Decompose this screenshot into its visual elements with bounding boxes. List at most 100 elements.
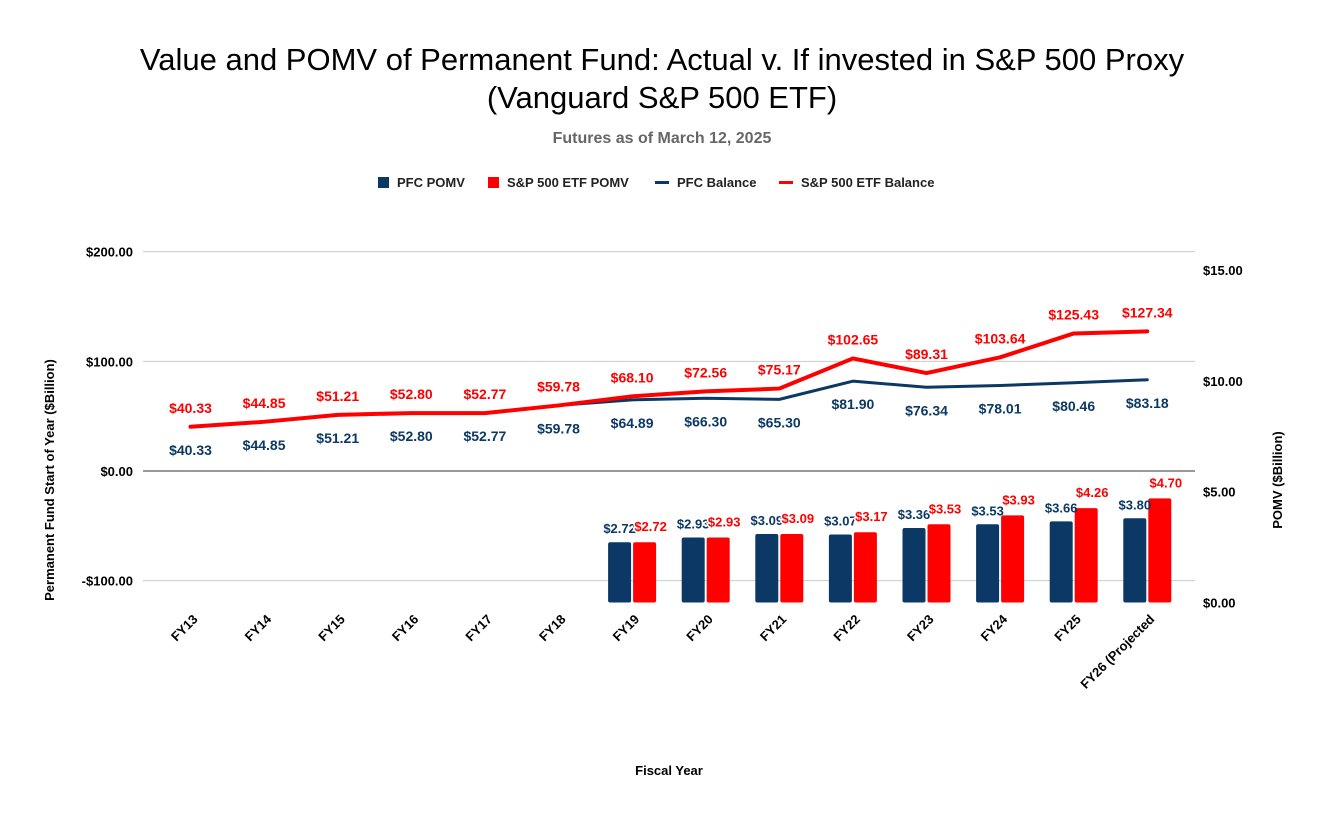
chart-title-line2: (Vanguard S&P 500 ETF) (487, 80, 837, 115)
bar-pfc-pomv (902, 528, 926, 603)
legend-label-sp500-pomv: S&P 500 ETF POMV (507, 175, 629, 190)
line-label-pfc-balance: $65.30 (758, 414, 801, 430)
legend-label-pfc-balance: PFC Balance (677, 175, 756, 190)
left-tick-label: $100.00 (86, 354, 133, 369)
bar-label-pfc-pomv: $3.09 (751, 513, 784, 528)
left-tick-label: -$100.00 (82, 574, 133, 589)
line-label-sp500-balance: $40.33 (169, 400, 212, 416)
line-label-sp500-balance: $72.56 (684, 364, 727, 380)
bar-label-pfc-pomv: $3.80 (1119, 497, 1152, 512)
line-label-sp500-balance: $125.43 (1048, 306, 1099, 322)
line-label-pfc-balance: $80.46 (1052, 398, 1095, 414)
legend: PFC POMV S&P 500 ETF POMV PFC Balance S&… (378, 175, 934, 190)
right-tick-label: $10.00 (1203, 374, 1243, 389)
line-label-pfc-balance: $51.21 (316, 430, 359, 446)
bar-pfc-pomv (608, 542, 632, 603)
line-label-pfc-balance: $44.85 (243, 437, 286, 453)
line-label-pfc-balance: $76.34 (905, 402, 948, 418)
right-axis: $0.00 $5.00 $10.00 $15.00 (1203, 263, 1243, 611)
x-tick-label: FY14 (242, 611, 275, 644)
bar-sp500-pomv (1001, 515, 1025, 603)
bar-sp500-pomv (1148, 498, 1172, 603)
bar-pfc-pomv (1123, 518, 1147, 603)
x-tick-label: FY21 (757, 612, 790, 645)
line-label-sp500-balance: $52.77 (463, 386, 506, 402)
bar-label-pfc-pomv: $3.36 (898, 507, 931, 522)
right-tick-label: $15.00 (1203, 263, 1243, 278)
bar-label-pfc-pomv: $3.07 (824, 513, 857, 528)
bar-label-sp500-pomv: $2.93 (708, 515, 741, 530)
line-label-sp500-balance: $51.21 (316, 388, 359, 404)
x-tick-label: FY23 (904, 612, 937, 645)
bar-label-sp500-pomv-halo: $2.93 (708, 515, 741, 530)
line-label-pfc-balance: $59.78 (537, 420, 580, 436)
bar-sp500-pomv (927, 524, 951, 603)
x-tick-label: FY16 (389, 612, 422, 645)
right-tick-label: $0.00 (1203, 596, 1236, 611)
line-label-sp500-balance: $68.10 (611, 369, 654, 385)
left-tick-label: $200.00 (86, 245, 133, 260)
line-sp500-balance (188, 329, 1150, 429)
bar-sp500-pomv (633, 542, 657, 603)
bar-pfc-pomv (828, 534, 852, 603)
line-label-sp500-balance: $89.31 (905, 346, 948, 362)
bar-label-sp500-pomv: $4.70 (1150, 475, 1183, 490)
series-lines (188, 329, 1150, 429)
bar-label-pfc-pomv: $2.72 (603, 521, 636, 536)
x-tick-label: FY13 (168, 612, 201, 645)
chart-title-line1: Value and POMV of Permanent Fund: Actual… (140, 42, 1185, 77)
bar-label-sp500-pomv: $3.53 (929, 501, 962, 516)
bar-label-sp500-pomv: $3.09 (782, 511, 815, 526)
legend-swatch-sp500-pomv (488, 177, 499, 188)
x-axis-label: Fiscal Year (635, 763, 703, 778)
line-label-sp500-balance: $52.80 (390, 386, 433, 402)
x-tick-label: FY20 (683, 612, 716, 645)
x-tick-label: FY18 (536, 612, 569, 645)
bar-label-pfc-pomv: $3.53 (971, 503, 1004, 518)
data-labels: $2.72 $2.93 $3.09 $3.07 $3.36 $3.53 $3.66 $3.80… (169, 304, 1183, 536)
bars (608, 498, 1172, 603)
bar-sp500-pomv (706, 537, 730, 603)
bar-label-sp500-pomv-halo: $4.26 (1076, 485, 1109, 500)
left-tick-label: $0.00 (100, 464, 133, 479)
x-axis: FY13 FY14 FY15 FY16 FY17 FY18 FY19 FY20 FY21 FY22… (168, 611, 1157, 692)
x-tick-label: FY22 (830, 612, 863, 645)
line-label-sp500-balance: $102.65 (828, 331, 879, 347)
line-label-pfc-balance: $81.90 (831, 396, 874, 412)
legend-label-sp500-balance: S&P 500 ETF Balance (801, 175, 934, 190)
gridlines (143, 251, 1195, 582)
bar-label-pfc-pomv: $2.93 (677, 517, 710, 532)
line-label-sp500-balance: $103.64 (975, 330, 1026, 346)
bar-sp500-pomv (853, 532, 877, 603)
x-tick-label: FY25 (1051, 612, 1084, 645)
chart-subtitle: Futures as of March 12, 2025 (553, 130, 772, 147)
line-label-pfc-balance: $83.18 (1126, 395, 1169, 411)
bar-label-sp500-pomv-halo: $3.09 (782, 511, 815, 526)
line-label-pfc-balance: $78.01 (979, 400, 1022, 416)
bar-label-sp500-pomv-halo: $3.53 (929, 501, 962, 516)
bar-pfc-pomv (755, 534, 779, 603)
line-label-pfc-balance: $52.80 (390, 428, 433, 444)
x-tick-label: FY17 (462, 612, 495, 645)
right-tick-label: $5.00 (1203, 485, 1236, 500)
bar-label-sp500-pomv-halo: $3.17 (855, 509, 888, 524)
line-label-sp500-balance: $59.78 (537, 378, 580, 394)
bar-sp500-pomv (780, 534, 804, 603)
bar-label-sp500-pomv: $2.72 (634, 519, 667, 534)
bar-label-sp500-pomv: $4.26 (1076, 485, 1109, 500)
legend-label-pfc-pomv: PFC POMV (397, 175, 465, 190)
line-label-sp500-balance: $44.85 (243, 395, 286, 411)
bar-label-sp500-pomv-halo: $3.93 (1002, 492, 1035, 507)
line-label-pfc-balance: $40.33 (169, 442, 212, 458)
line-label-pfc-balance: $64.89 (611, 415, 654, 431)
bar-sp500-pomv (1074, 508, 1098, 603)
x-tick-label: FY15 (315, 612, 348, 645)
line-label-sp500-balance: $75.17 (758, 362, 801, 378)
line-label-pfc-balance: $52.77 (463, 428, 506, 444)
y-axis-left-label: Permanent Fund Start of Year ($Billion) (42, 359, 57, 601)
bar-pfc-pomv (1049, 521, 1073, 603)
line-label-pfc-balance: $66.30 (684, 413, 727, 429)
bar-label-sp500-pomv-halo: $2.72 (634, 519, 667, 534)
x-tick-label: FY24 (978, 611, 1011, 644)
